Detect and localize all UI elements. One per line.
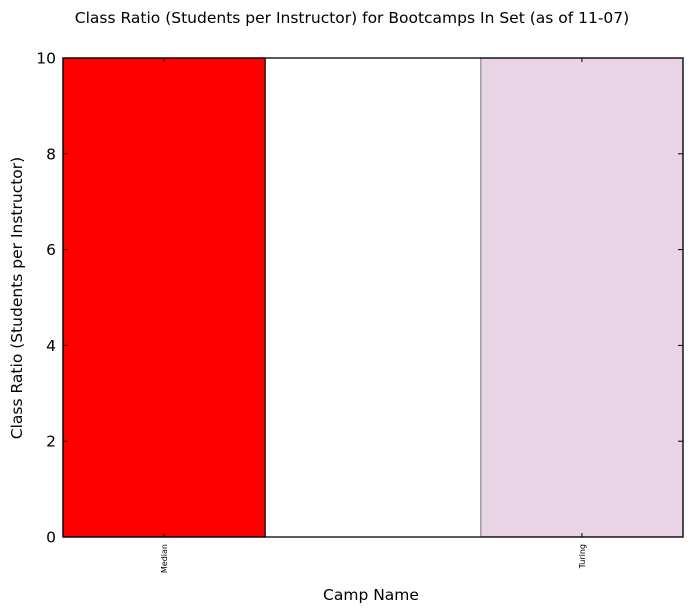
x-axis: Median Turing bbox=[160, 58, 587, 573]
plot-frame bbox=[62, 57, 684, 538]
y-axis-label: Class Ratio (Students per Instructor) bbox=[8, 157, 26, 439]
x-tick-label: Turing bbox=[578, 544, 587, 569]
y-tick-label: 8 bbox=[46, 145, 56, 163]
y-tick-label: 6 bbox=[46, 241, 56, 259]
y-tick-label: 4 bbox=[46, 337, 56, 355]
bar-turing bbox=[480, 57, 684, 538]
y-axis: 0 2 4 6 8 10 bbox=[36, 50, 683, 547]
y-tick-label: 2 bbox=[46, 433, 56, 451]
x-axis-label: Camp Name bbox=[323, 586, 419, 604]
chart-title: Class Ratio (Students per Instructor) fo… bbox=[75, 9, 629, 27]
y-tick-label: 0 bbox=[46, 529, 56, 547]
bar-median bbox=[62, 57, 266, 538]
bars-group bbox=[62, 57, 684, 538]
y-tick-label: 10 bbox=[36, 50, 56, 68]
x-tick-label: Median bbox=[160, 544, 169, 573]
